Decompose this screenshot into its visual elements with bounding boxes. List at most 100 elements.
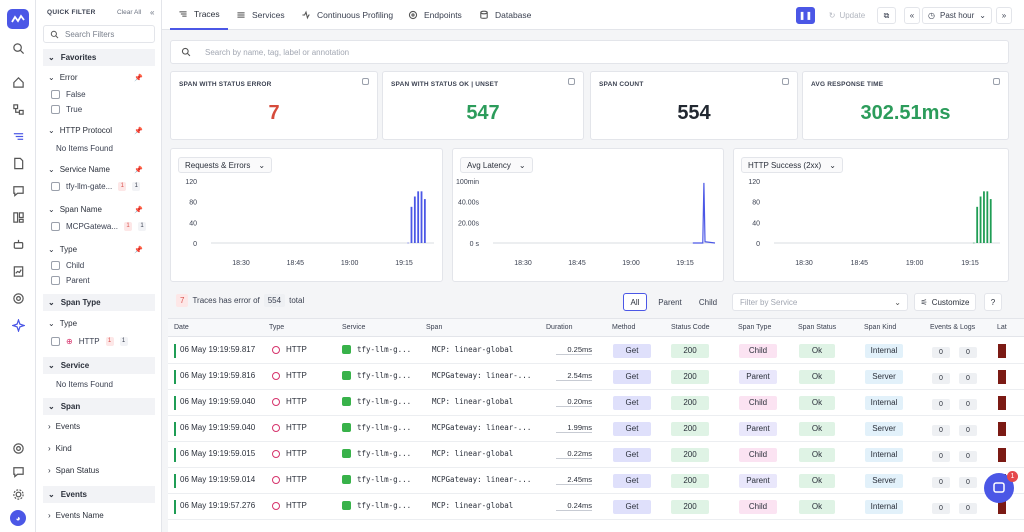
nodes-icon[interactable] — [10, 101, 26, 117]
events-name-filter[interactable]: › Events Name — [48, 511, 104, 520]
pin-icon[interactable]: 📌 — [134, 166, 143, 174]
question-icon[interactable]: ? — [984, 293, 1002, 311]
column-header[interactable]: Date — [174, 324, 189, 331]
checkbox[interactable] — [51, 90, 60, 99]
customize-button[interactable]: ⚟ Customize — [914, 293, 976, 311]
pause-button[interactable]: ❚❚ — [796, 7, 815, 24]
service-section[interactable]: ⌄ Service — [43, 357, 155, 374]
span-cell[interactable]: MCP: linear-global — [432, 345, 514, 354]
next-range-button[interactable]: » — [996, 7, 1012, 24]
tab-database[interactable]: Database — [479, 0, 531, 30]
events-section[interactable]: ⌄ Events — [43, 486, 155, 503]
span-cell[interactable]: MCP: linear-global — [432, 449, 514, 458]
service-cell[interactable]: tfy-llm-g... — [342, 371, 411, 380]
segment-all[interactable]: All — [623, 293, 647, 311]
checkbox[interactable] — [51, 261, 60, 270]
service-option[interactable]: tfy-llm-gate... 1 1 — [51, 182, 141, 191]
document-icon[interactable] — [10, 155, 26, 171]
service-cell[interactable]: tfy-llm-g... — [342, 475, 411, 484]
http-protocol-filter[interactable]: ⌄ HTTP Protocol 📌 — [48, 126, 143, 135]
span-status-filter[interactable]: › Span Status — [48, 466, 99, 475]
column-header[interactable]: Service — [342, 324, 366, 331]
pin-icon[interactable]: 📌 — [134, 246, 143, 254]
table-row[interactable]: 06 May 19:19:57.276 HTTP tfy-llm-g... MCP: … — [168, 494, 1024, 520]
span-option[interactable]: MCPGatewa... 1 1 — [51, 222, 147, 231]
error-filter[interactable]: ⌄ Error 📌 — [48, 73, 143, 82]
chat-support-button[interactable] — [984, 473, 1014, 503]
column-header[interactable]: Method — [612, 324, 636, 331]
span-events-filter[interactable]: › Events — [48, 422, 80, 431]
chat-icon[interactable] — [10, 182, 26, 198]
logo-icon[interactable] — [7, 9, 29, 29]
copy-button[interactable]: ⧉ — [877, 7, 896, 24]
tab-traces[interactable]: Traces — [170, 0, 228, 30]
column-header[interactable]: Span Type — [738, 324, 772, 331]
pin-icon[interactable]: 📌 — [134, 74, 143, 82]
http-option[interactable]: ⊕ HTTP 1 1 — [51, 337, 128, 346]
chart-metric-select[interactable]: Requests & Errors ⌄ — [178, 157, 273, 173]
tab-endpoints[interactable]: Endpoints — [408, 0, 462, 30]
column-header[interactable]: Span Kind — [864, 324, 897, 331]
checkbox[interactable] — [51, 276, 60, 285]
service-cell[interactable]: tfy-llm-g... — [342, 501, 411, 510]
dashboard-icon[interactable] — [10, 209, 26, 225]
tab-continuous-profiling[interactable]: Continuous Profiling — [301, 0, 393, 30]
span-cell[interactable]: MCPGateway: linear-... — [432, 475, 532, 484]
robot-icon[interactable] — [10, 236, 26, 252]
error-false-option[interactable]: False — [51, 90, 86, 99]
checkbox[interactable] — [51, 222, 60, 231]
column-header[interactable]: Status Code — [671, 324, 710, 331]
service-filter-select[interactable]: Filter by Service ⌄ — [732, 293, 908, 311]
checkbox[interactable] — [51, 105, 60, 114]
home-icon[interactable] — [10, 74, 26, 90]
type-child-option[interactable]: Child — [51, 261, 84, 270]
span-section[interactable]: ⌄ Span — [43, 398, 155, 415]
table-row[interactable]: 06 May 19:19:59.816 HTTP tfy-llm-g... MCPGa… — [168, 364, 1024, 390]
column-header[interactable]: Type — [269, 324, 285, 331]
span-cell[interactable]: MCPGateway: linear-... — [432, 371, 532, 380]
favorites-section[interactable]: ⌄ Favorites — [43, 49, 155, 66]
checkbox[interactable] — [51, 182, 60, 191]
service-cell[interactable]: tfy-llm-g... — [342, 345, 411, 354]
error-true-option[interactable]: True — [51, 105, 82, 114]
service-name-filter[interactable]: ⌄ Service Name 📌 — [48, 165, 143, 174]
help-icon[interactable] — [10, 440, 26, 456]
chart-metric-select[interactable]: Avg Latency ⌄ — [460, 157, 533, 173]
collapse-panel-icon[interactable]: « — [150, 8, 155, 17]
clear-all-link[interactable]: Clear All — [117, 9, 142, 16]
span-cell[interactable]: MCP: linear-global — [432, 397, 514, 406]
trace-search-input[interactable]: Search by name, tag, label or annotation — [170, 40, 1009, 64]
info-icon[interactable] — [362, 78, 369, 85]
table-row[interactable]: 06 May 19:19:59.015 HTTP tfy-llm-g... MCP: … — [168, 442, 1024, 468]
column-header[interactable]: Span — [426, 324, 443, 331]
service-cell[interactable]: tfy-llm-g... — [342, 423, 411, 432]
type-sub-filter[interactable]: ⌄ Type — [48, 319, 77, 328]
pin-icon[interactable]: 📌 — [134, 206, 143, 214]
settings-icon[interactable] — [10, 290, 26, 306]
prev-range-button[interactable]: « — [904, 7, 920, 24]
table-row[interactable]: 06 May 19:19:59.040 HTTP tfy-llm-g... MCP: … — [168, 390, 1024, 416]
column-header[interactable]: Events & Logs — [930, 324, 976, 331]
gear-icon[interactable] — [10, 486, 26, 502]
table-row[interactable]: 06 May 19:19:59.817 HTTP tfy-llm-g... MCP: … — [168, 338, 1024, 364]
time-range-select[interactable]: ◷ Past hour ⌄ — [922, 7, 992, 24]
checkbox[interactable] — [51, 337, 60, 346]
avatar[interactable]: ◕ — [10, 510, 26, 526]
sparkle-icon[interactable] — [10, 317, 26, 333]
traces-icon[interactable] — [10, 128, 26, 144]
info-icon[interactable] — [993, 78, 1000, 85]
info-icon[interactable] — [568, 78, 575, 85]
span-name-filter[interactable]: ⌄ Span Name 📌 — [48, 205, 143, 214]
column-header[interactable]: Lat — [997, 324, 1007, 331]
type-parent-option[interactable]: Parent — [51, 276, 90, 285]
span-type-section[interactable]: ⌄ Span Type — [43, 294, 155, 311]
span-kind-filter[interactable]: › Kind — [48, 444, 72, 453]
type-filter[interactable]: ⌄ Type 📌 — [48, 245, 143, 254]
service-cell[interactable]: tfy-llm-g... — [342, 449, 411, 458]
search-icon[interactable] — [10, 40, 26, 56]
message-icon[interactable] — [10, 463, 26, 479]
pin-icon[interactable]: 📌 — [134, 127, 143, 135]
filter-search-input[interactable]: Search Filters — [43, 25, 155, 43]
update-button[interactable]: ↻ Update — [822, 7, 872, 24]
span-cell[interactable]: MCPGateway: linear-... — [432, 423, 532, 432]
